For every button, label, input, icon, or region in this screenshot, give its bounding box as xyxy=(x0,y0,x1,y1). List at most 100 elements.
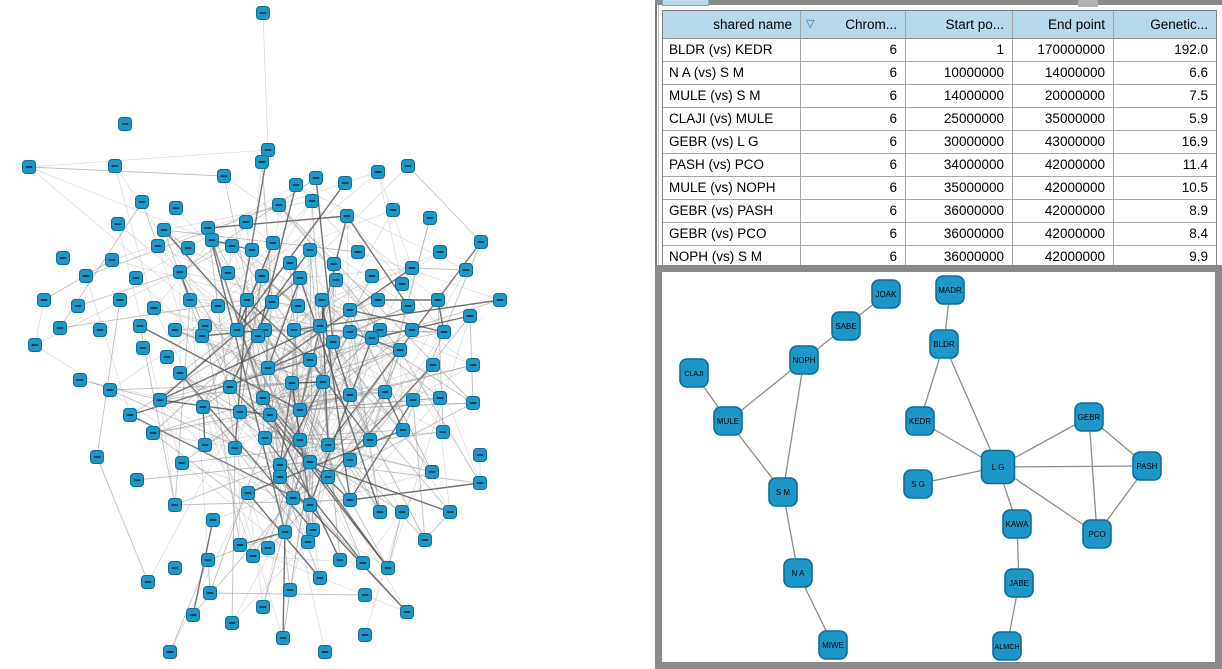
cell-shared-name[interactable]: PASH (vs) PCO xyxy=(663,154,801,177)
network-node[interactable] xyxy=(261,361,275,375)
cell-value[interactable]: 42000000 xyxy=(1013,177,1114,200)
network-node[interactable] xyxy=(396,423,410,437)
cell-shared-name[interactable]: GEBR (vs) PCO xyxy=(663,223,801,246)
network-node[interactable] xyxy=(303,498,317,512)
network-node[interactable] xyxy=(393,343,407,357)
network-node[interactable] xyxy=(287,323,301,337)
network-node-PCO[interactable]: PCO xyxy=(1082,519,1112,549)
cell-value[interactable]: 170000000 xyxy=(1013,39,1114,62)
network-node[interactable] xyxy=(293,433,307,447)
network-node[interactable] xyxy=(241,486,255,500)
cell-value[interactable]: 36000000 xyxy=(906,246,1013,269)
network-node-NA[interactable]: N A xyxy=(783,558,813,588)
network-node[interactable] xyxy=(405,323,419,337)
network-node[interactable] xyxy=(338,176,352,190)
network-node[interactable] xyxy=(230,323,244,337)
network-node[interactable] xyxy=(327,257,341,271)
network-node[interactable] xyxy=(272,198,286,212)
network-node[interactable] xyxy=(206,513,220,527)
cell-value[interactable]: 7.5 xyxy=(1114,85,1216,108)
table-row[interactable]: CLAJI (vs) MULE 6 25000000 35000000 5.9 xyxy=(663,108,1216,131)
cell-shared-name[interactable]: CLAJI (vs) MULE xyxy=(663,108,801,131)
table-row[interactable]: GEBR (vs) L G 6 30000000 43000000 16.9 xyxy=(663,131,1216,154)
network-node[interactable] xyxy=(169,201,183,215)
table-row[interactable]: MULE (vs) NOPH 6 35000000 42000000 10.5 xyxy=(663,177,1216,200)
network-node[interactable] xyxy=(183,293,197,307)
network-node[interactable] xyxy=(371,293,385,307)
network-node[interactable] xyxy=(313,571,327,585)
network-node[interactable] xyxy=(203,586,217,600)
network-node[interactable] xyxy=(321,438,335,452)
network-node[interactable] xyxy=(303,455,317,469)
network-node[interactable] xyxy=(318,645,332,659)
column-header-start-po-[interactable]: Start po... xyxy=(906,11,1013,39)
cell-value[interactable]: 6 xyxy=(801,154,906,177)
network-node[interactable] xyxy=(201,553,215,567)
network-node[interactable] xyxy=(329,273,343,287)
network-node-BLDR[interactable]: BLDR xyxy=(929,329,959,359)
network-node[interactable] xyxy=(363,433,377,447)
network-node[interactable] xyxy=(195,329,209,343)
network-node[interactable] xyxy=(201,221,215,235)
network-node[interactable] xyxy=(246,549,260,563)
cell-value[interactable]: 6 xyxy=(801,223,906,246)
network-node-LG[interactable]: L G xyxy=(980,449,1016,485)
network-node[interactable] xyxy=(463,309,477,323)
network-node-SG[interactable]: S G xyxy=(903,469,933,499)
network-node-JABE[interactable]: JABE xyxy=(1004,568,1034,598)
network-node[interactable] xyxy=(306,523,320,537)
table-row[interactable]: GEBR (vs) PASH 6 36000000 42000000 8.9 xyxy=(663,200,1216,223)
cell-shared-name[interactable]: BLDR (vs) KEDR xyxy=(663,39,801,62)
network-node[interactable] xyxy=(406,393,420,407)
network-node[interactable] xyxy=(129,271,143,285)
cell-value[interactable]: 42000000 xyxy=(1013,154,1114,177)
small-network-canvas[interactable]: JOAK SABE NOPH CLAJI MULE S M N A MIWE MADR BLDR K… xyxy=(662,272,1215,662)
cell-value[interactable]: 6 xyxy=(801,39,906,62)
cell-value[interactable]: 6 xyxy=(801,62,906,85)
network-node[interactable] xyxy=(418,533,432,547)
network-node[interactable] xyxy=(123,408,137,422)
cell-value[interactable]: 9.9 xyxy=(1114,246,1216,269)
cell-value[interactable]: 43000000 xyxy=(1013,131,1114,154)
network-node[interactable] xyxy=(285,376,299,390)
network-node[interactable] xyxy=(146,426,160,440)
network-node[interactable] xyxy=(160,350,174,364)
cell-value[interactable]: 14000000 xyxy=(906,85,1013,108)
network-node[interactable] xyxy=(466,396,480,410)
network-node-MADR[interactable]: MADR xyxy=(935,275,965,305)
cell-value[interactable]: 35000000 xyxy=(906,177,1013,200)
cell-value[interactable]: 14000000 xyxy=(1013,62,1114,85)
cell-value[interactable]: 6 xyxy=(801,85,906,108)
network-node[interactable] xyxy=(437,325,451,339)
network-node[interactable] xyxy=(433,245,447,259)
tab-fragment[interactable] xyxy=(662,0,709,6)
network-node[interactable] xyxy=(223,380,237,394)
network-node[interactable] xyxy=(401,299,415,313)
network-node[interactable] xyxy=(135,195,149,209)
network-node[interactable] xyxy=(221,266,235,280)
network-node[interactable] xyxy=(365,269,379,283)
network-node[interactable] xyxy=(90,450,104,464)
network-node[interactable] xyxy=(371,165,385,179)
network-node[interactable] xyxy=(225,239,239,253)
network-node[interactable] xyxy=(313,319,327,333)
network-node[interactable] xyxy=(365,331,379,345)
column-header-chrom-[interactable]: ▽ Chrom... xyxy=(801,11,906,39)
network-node-KAWA[interactable]: KAWA xyxy=(1002,509,1032,539)
network-node[interactable] xyxy=(423,211,437,225)
network-node[interactable] xyxy=(316,375,330,389)
network-node[interactable] xyxy=(261,143,275,157)
cell-value[interactable]: 6 xyxy=(801,200,906,223)
cell-value[interactable]: 25000000 xyxy=(906,108,1013,131)
cell-value[interactable]: 10000000 xyxy=(906,62,1013,85)
network-node[interactable] xyxy=(305,194,319,208)
network-node[interactable] xyxy=(168,323,182,337)
network-node[interactable] xyxy=(37,293,51,307)
network-node[interactable] xyxy=(358,628,372,642)
column-header-shared-name[interactable]: shared name xyxy=(663,11,801,39)
filter-funnel-icon[interactable]: ▽ xyxy=(806,18,815,30)
network-node[interactable] xyxy=(136,341,150,355)
network-node[interactable] xyxy=(405,261,419,275)
network-node[interactable] xyxy=(425,465,439,479)
network-node[interactable] xyxy=(278,525,292,539)
